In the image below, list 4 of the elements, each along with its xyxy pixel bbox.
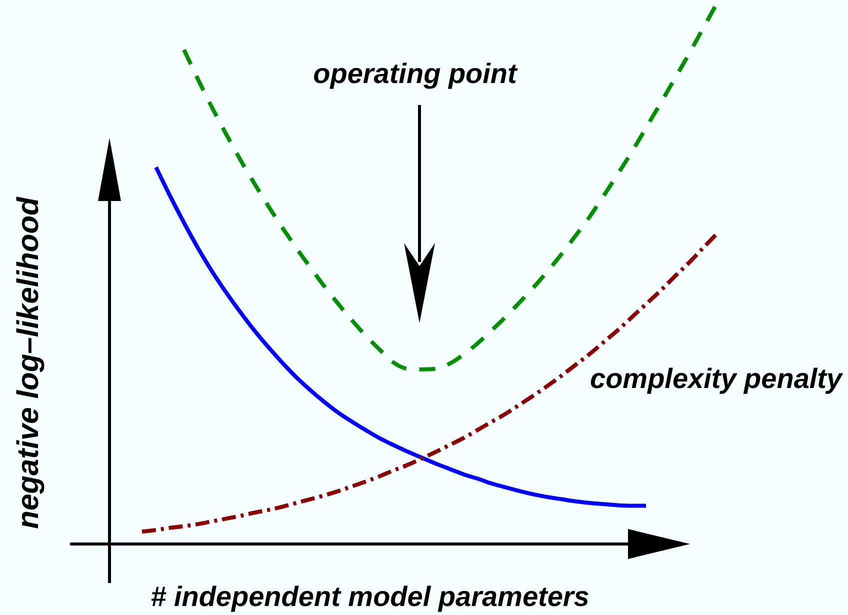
- series-label: complexity penalty: [590, 363, 844, 394]
- annotation: operating point: [313, 58, 519, 89]
- x-axis-title: # independent model parameters: [150, 581, 590, 612]
- y-axis-title: negative log–likelihood: [12, 196, 45, 529]
